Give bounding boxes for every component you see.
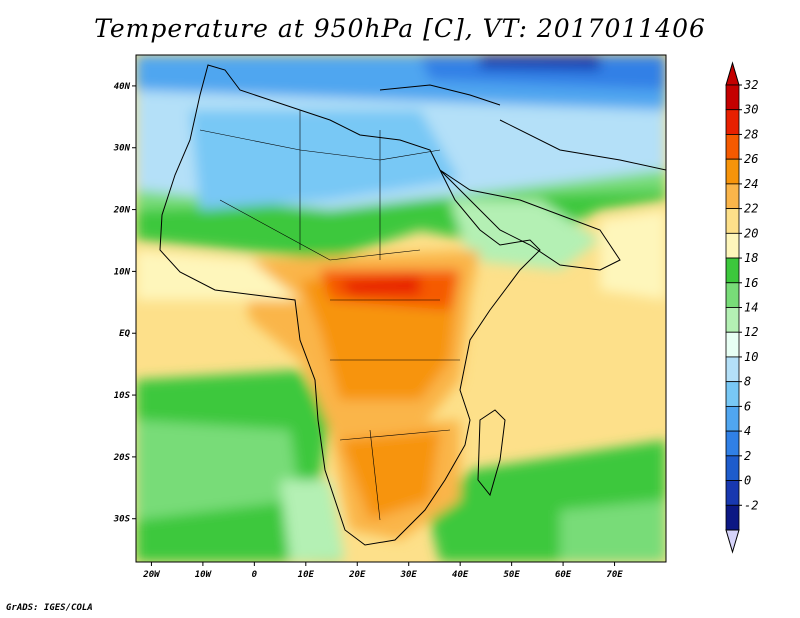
colorbar-swatch	[725, 455, 740, 481]
country-borders	[199, 110, 460, 521]
lat-tick-label: 20N	[113, 206, 131, 216]
lat-tick-label: EQ	[119, 329, 130, 339]
lon-tick-label: 50E	[503, 570, 520, 580]
lat-tick-label: 10N	[114, 267, 131, 277]
colorbar-label: 6	[744, 399, 751, 413]
lon-tick-label: 30E	[400, 570, 418, 580]
colorbar-label: 22	[744, 202, 758, 216]
colorbar-label: 28	[744, 127, 758, 141]
colorbar-label: 12	[744, 325, 758, 339]
temperature-field	[136, 55, 666, 562]
colorbar-label: 10	[744, 350, 758, 364]
lon-tick-label: 0	[252, 570, 258, 580]
colorbar-swatch	[725, 504, 740, 531]
lon-tick-label: 20E	[348, 570, 366, 580]
lon-tick-label: 60E	[555, 570, 572, 580]
colorbar-swatch	[725, 109, 740, 135]
colorbar-swatch	[725, 257, 740, 284]
colorbar-swatch	[725, 307, 740, 333]
colorbar-swatch	[725, 430, 740, 457]
colorbar-label: 14	[744, 301, 758, 315]
colorbar-swatch	[725, 480, 740, 506]
lat-tick-label: 30N	[113, 144, 131, 154]
colorbar-swatch	[725, 183, 740, 210]
colorbar-label: 0	[744, 474, 751, 488]
plot-title: Temperature at 950hPa [C], VT: 201701140…	[94, 14, 706, 43]
lat-tick-label: 40N	[114, 82, 131, 92]
colorbar-label: 16	[744, 276, 758, 290]
colorbar-swatch	[725, 331, 740, 358]
colorbar-swatch	[725, 232, 740, 259]
colorbar-swatch	[725, 405, 740, 432]
colorbar-label: 26	[744, 152, 758, 166]
lon-tick-label: 20W	[142, 570, 161, 580]
lon-tick-label: 10W	[195, 570, 213, 580]
colorbar-label: 8	[744, 375, 751, 389]
colorbar-label: 20	[744, 226, 758, 240]
colorbar-over-arrow	[725, 61, 740, 86]
latitude-axis: 40N 30N 20N 10N EQ 10S 20S 30S	[113, 82, 136, 525]
colorbar-swatch	[725, 208, 740, 234]
grads-credit: GrADS: IGES/COLA	[6, 603, 93, 613]
lat-tick-label: 30S	[113, 515, 131, 525]
lat-tick-label: 10S	[114, 391, 131, 401]
lat-tick-label: 20S	[113, 453, 131, 463]
lon-tick-label: 40E	[452, 570, 469, 580]
colorbar-label: 24	[744, 177, 758, 191]
longitude-axis: 20W 10W 0 10E 20E 30E 40E 50E 60E 70E	[142, 562, 623, 580]
colorbar-swatch	[725, 282, 740, 308]
colorbar-label: 32	[743, 78, 758, 92]
colorbar-label: 30	[743, 103, 758, 117]
colorbar-swatch	[725, 158, 740, 185]
colorbar-label: 4	[744, 424, 751, 438]
map-frame	[135, 54, 667, 563]
colorbar-label: 2	[744, 449, 751, 463]
lon-tick-label: 10E	[298, 570, 315, 580]
colorbar-swatch	[725, 356, 740, 383]
colorbar-swatch	[725, 84, 740, 111]
colorbar-label: 18	[744, 251, 758, 265]
colorbar-swatch	[725, 134, 740, 160]
lon-tick-label: 70E	[606, 570, 623, 580]
colorbar-under-arrow	[725, 529, 740, 554]
colorbar-swatch	[725, 381, 740, 407]
colorbar-label: -2	[744, 498, 758, 512]
